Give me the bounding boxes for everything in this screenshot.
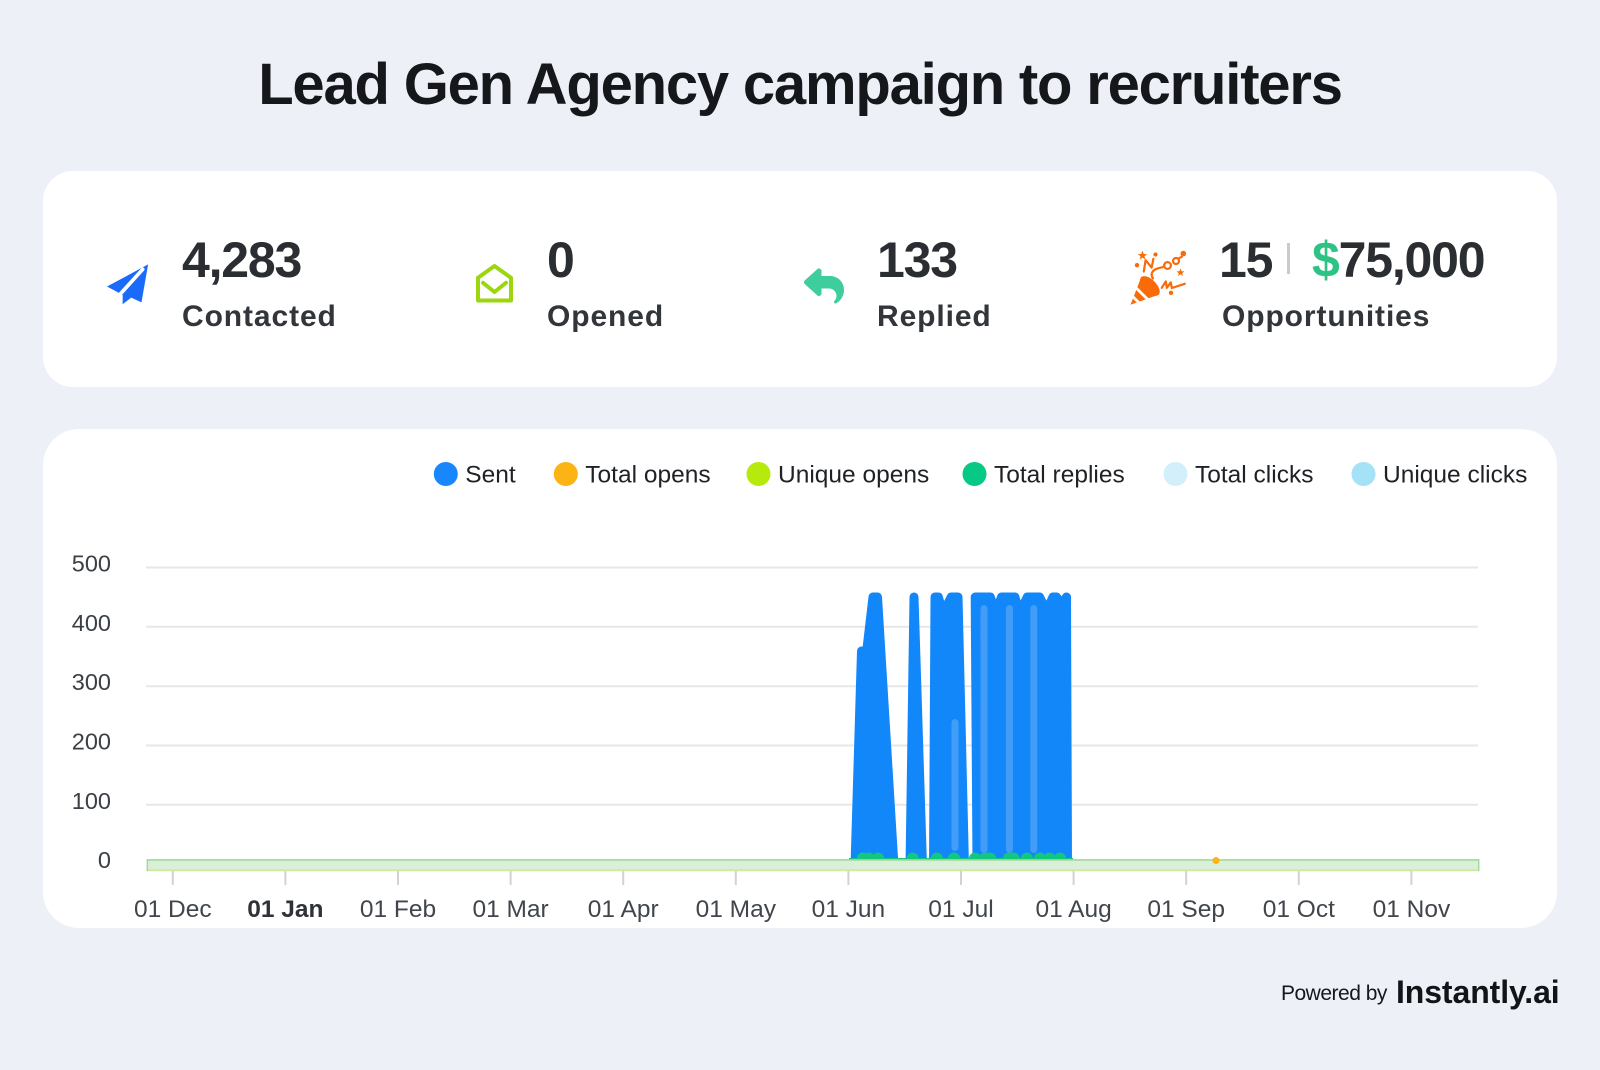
svg-text:01 Oct: 01 Oct	[1263, 896, 1335, 923]
svg-text:Total opens: Total opens	[585, 462, 710, 489]
svg-text:400: 400	[72, 610, 111, 636]
svg-text:Unique clicks: Unique clicks	[1383, 462, 1527, 489]
svg-text:01 May: 01 May	[696, 896, 777, 923]
svg-text:0: 0	[98, 847, 111, 873]
svg-text:01 Jul: 01 Jul	[928, 896, 993, 923]
svg-text:200: 200	[72, 729, 111, 755]
svg-text:01 Jun: 01 Jun	[812, 896, 886, 923]
svg-text:100: 100	[72, 788, 111, 814]
svg-text:01 Nov: 01 Nov	[1373, 896, 1451, 923]
svg-text:500: 500	[72, 551, 111, 577]
svg-text:01 Mar: 01 Mar	[472, 896, 548, 923]
svg-text:01 Feb: 01 Feb	[360, 896, 436, 923]
svg-text:Total clicks: Total clicks	[1195, 462, 1313, 489]
svg-text:300: 300	[72, 669, 111, 695]
svg-text:01 Aug: 01 Aug	[1035, 896, 1111, 923]
svg-text:01 Jan: 01 Jan	[247, 896, 323, 923]
svg-text:01 Sep: 01 Sep	[1147, 896, 1225, 923]
svg-text:01 Apr: 01 Apr	[588, 896, 659, 923]
svg-text:Unique opens: Unique opens	[778, 462, 929, 489]
svg-text:01 Dec: 01 Dec	[134, 896, 212, 923]
svg-text:Total replies: Total replies	[994, 462, 1125, 489]
svg-text:Sent: Sent	[465, 462, 516, 489]
